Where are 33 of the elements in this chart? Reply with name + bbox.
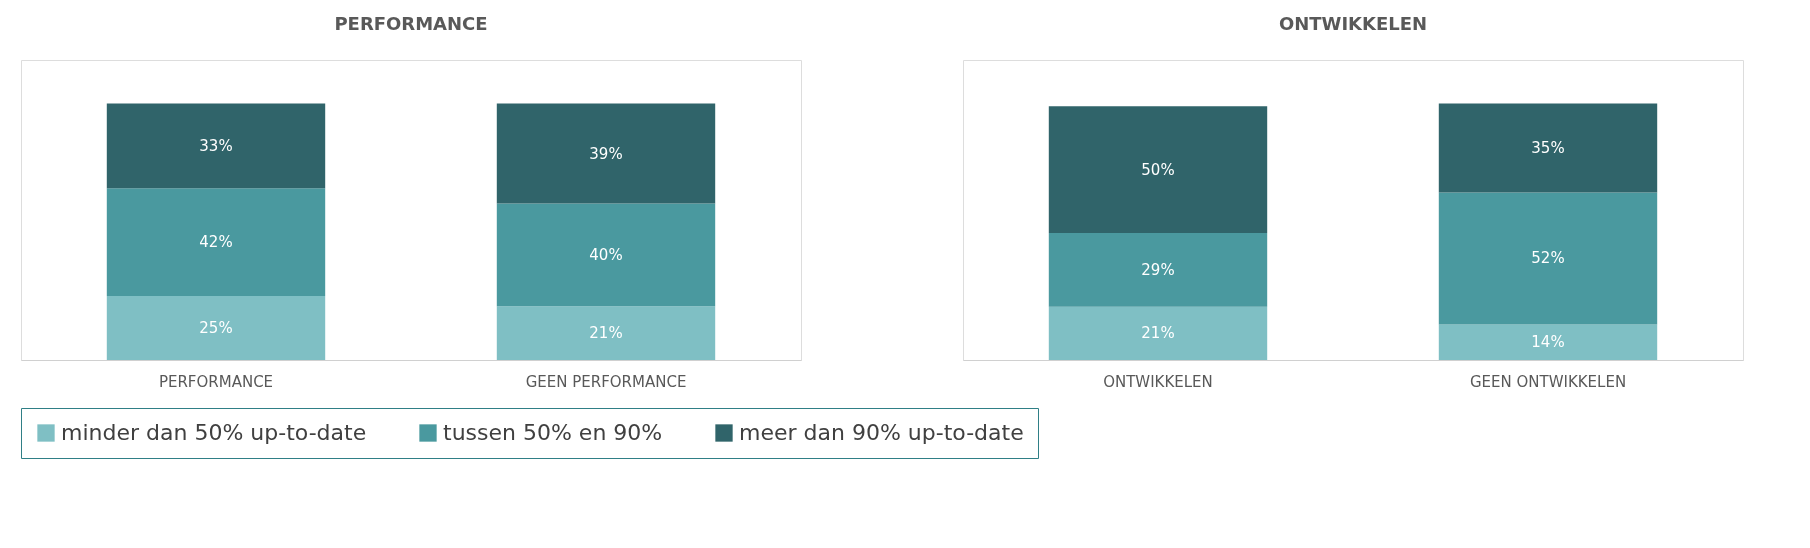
bar: [1438, 103, 1658, 193]
bar: [1438, 324, 1658, 360]
x-tick-label: GEEN ONTWIKKELEN: [1469, 372, 1627, 391]
bar: [496, 306, 716, 360]
bar: [1048, 306, 1268, 360]
bar: [1438, 192, 1658, 325]
data-label: 25%: [199, 318, 233, 337]
data-label: 29%: [1141, 260, 1175, 279]
x-tick-label: ONTWIKKELEN: [1103, 372, 1213, 391]
data-label: 52%: [1531, 249, 1565, 268]
x-tick-label: GEEN PERFORMANCE: [525, 372, 687, 391]
data-label: 42%: [199, 233, 233, 252]
bar: [106, 188, 326, 296]
data-label: 14%: [1531, 333, 1565, 352]
legend-label: meer dan 90% up-to-date: [739, 420, 1024, 445]
bar: [496, 103, 716, 204]
legend-label: minder dan 50% up-to-date: [61, 420, 367, 445]
bar: [1048, 106, 1268, 234]
data-label: 33%: [199, 136, 233, 155]
chart-title: ONTWIKKELEN: [1278, 13, 1428, 34]
x-tick-label: PERFORMANCE: [158, 372, 274, 391]
data-label: 50%: [1141, 160, 1175, 179]
chart-title: PERFORMANCE: [334, 13, 488, 34]
data-label: 40%: [589, 245, 623, 264]
bar: [1048, 233, 1268, 307]
data-label: 39%: [589, 144, 623, 163]
legend-label: tussen 50% en 90%: [443, 420, 663, 445]
data-label: 21%: [1141, 324, 1175, 343]
data-label: 21%: [589, 324, 623, 343]
data-label: 35%: [1531, 139, 1565, 158]
bar: [106, 103, 326, 189]
bar: [106, 295, 326, 360]
bar: [496, 203, 716, 307]
